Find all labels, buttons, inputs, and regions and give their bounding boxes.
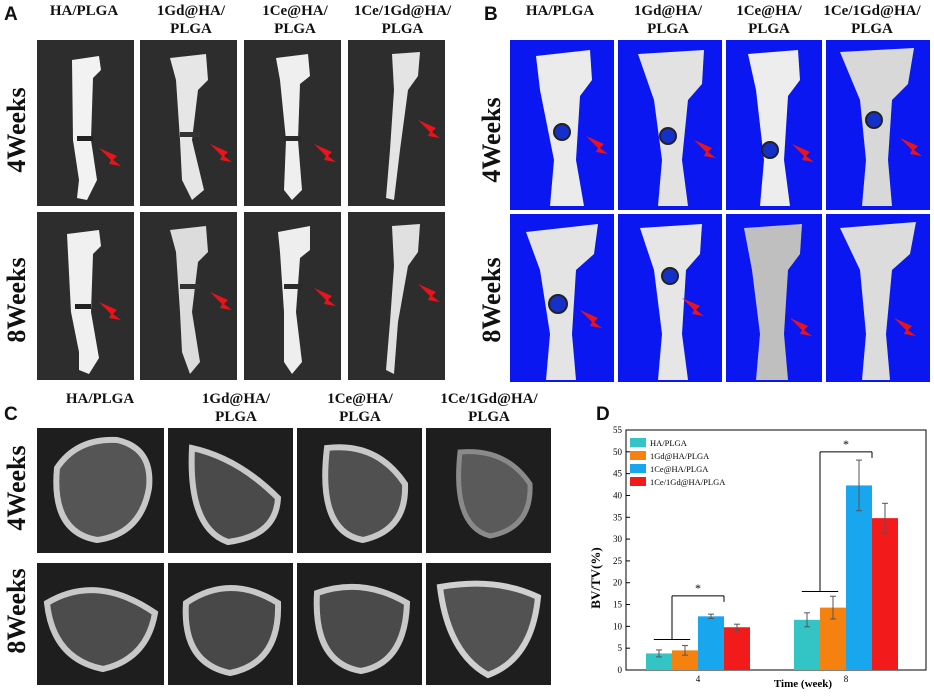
bar bbox=[846, 485, 872, 670]
y-tick-label: 40 bbox=[613, 490, 623, 500]
panel-c-column-label: 1Ce@HA/ PLGA bbox=[327, 391, 393, 425]
y-tick-label: 15 bbox=[613, 600, 623, 610]
legend-label: 1Ce/1Gd@HA/PLGA bbox=[650, 477, 726, 487]
bar bbox=[794, 619, 820, 670]
chart-bars: ** bbox=[646, 437, 898, 670]
bar bbox=[872, 518, 898, 670]
micro-ct-image-tile bbox=[826, 214, 930, 382]
mri-image-tile bbox=[140, 40, 237, 206]
mri-image-tile bbox=[37, 212, 134, 380]
panel-b-column-label: 1Gd@HA/ PLGA bbox=[633, 3, 703, 37]
micro-ct-image-tile bbox=[510, 40, 614, 210]
y-tick-label: 20 bbox=[613, 578, 623, 588]
cross-section-image-tile bbox=[297, 563, 422, 685]
plot-frame bbox=[625, 429, 927, 671]
mri-image-tile bbox=[348, 212, 445, 380]
panel-a-column-label: 1Gd@HA/ PLGA bbox=[156, 3, 226, 37]
y-tick-label: 5 bbox=[618, 643, 623, 653]
panel-b-row-label: 8Weeks bbox=[477, 257, 506, 343]
panel-a-column-label: 1Ce/1Gd@HA/ PLGA bbox=[353, 3, 452, 37]
x-tick-label: 8 bbox=[844, 674, 849, 684]
cross-section-image-tile bbox=[297, 428, 422, 553]
cross-section-image-tile bbox=[37, 563, 164, 685]
x-axis-label: Time (week) bbox=[774, 678, 832, 690]
bar bbox=[698, 616, 724, 670]
panel-b-column-label: 1Ce@HA/ PLGA bbox=[736, 3, 802, 37]
y-tick-label: 55 bbox=[613, 425, 623, 435]
legend-swatch bbox=[630, 477, 646, 486]
cross-section-image-tile bbox=[37, 428, 164, 553]
cross-section-image-tile bbox=[168, 428, 293, 553]
panel-c-column-label: HA/PLGA bbox=[65, 391, 135, 407]
y-axis-label: BV/TV(%) bbox=[588, 547, 603, 608]
panel-c-column-label: 1Ce/1Gd@HA/ PLGA bbox=[440, 391, 538, 425]
panel-letter-a: A bbox=[4, 4, 18, 25]
panel-b-row-label: 4Weeks bbox=[477, 97, 506, 183]
x-tick-label: 4 bbox=[696, 674, 701, 684]
panel-a-column-label: 1Ce@HA/ PLGA bbox=[262, 3, 328, 37]
micro-ct-image-tile bbox=[726, 214, 822, 382]
panel-a-row-label: 8Weeks bbox=[2, 257, 31, 343]
chart-axes: 0 5 10 15 20 25 30 35 40 45 50 55 4 8 bbox=[613, 425, 927, 684]
y-tick-label: 30 bbox=[613, 534, 623, 544]
legend-swatch bbox=[630, 464, 646, 473]
panel-a-column-label: HA/PLGA bbox=[49, 3, 119, 19]
legend-swatch bbox=[630, 438, 646, 447]
panel-letter-c: C bbox=[4, 404, 18, 425]
panel-b-column-label: HA/PLGA bbox=[525, 3, 595, 19]
micro-ct-image-tile bbox=[618, 214, 722, 382]
mri-image-tile bbox=[348, 40, 445, 206]
y-tick-label: 0 bbox=[618, 665, 623, 675]
significance-marker: * bbox=[695, 581, 701, 595]
bv-tv-bar-chart: 0 5 10 15 20 25 30 35 40 45 50 55 4 8 * * HA/PLGA 1Gd@H… bbox=[578, 400, 934, 691]
mri-image-tile bbox=[37, 40, 134, 206]
panel-c-column-label: 1Gd@HA/ PLGA bbox=[201, 391, 271, 425]
cross-section-image-tile bbox=[168, 563, 293, 685]
chart-legend: HA/PLGA 1Gd@HA/PLGA 1Ce@HA/PLGA 1Ce/1Gd@HA/… bbox=[630, 438, 726, 487]
panel-a-row-label: 4Weeks bbox=[2, 87, 31, 173]
bar bbox=[646, 653, 672, 670]
y-tick-label: 35 bbox=[613, 512, 623, 522]
mri-image-tile bbox=[244, 40, 341, 206]
micro-ct-image-tile bbox=[826, 40, 930, 210]
legend-label: 1Gd@HA/PLGA bbox=[650, 451, 710, 461]
mri-image-tile bbox=[140, 212, 237, 380]
micro-ct-image-tile bbox=[726, 40, 822, 210]
y-tick-label: 50 bbox=[613, 447, 623, 457]
legend-label: HA/PLGA bbox=[650, 438, 688, 448]
micro-ct-image-tile bbox=[618, 40, 722, 210]
bar bbox=[724, 627, 750, 670]
y-tick-label: 10 bbox=[613, 621, 623, 631]
legend-label: 1Ce@HA/PLGA bbox=[650, 464, 709, 474]
bar bbox=[672, 650, 698, 670]
panel-letter-d: D bbox=[596, 404, 610, 425]
panel-b-column-label: 1Ce/1Gd@HA/ PLGA bbox=[823, 3, 921, 37]
micro-ct-image-tile bbox=[510, 214, 614, 382]
legend-swatch bbox=[630, 451, 646, 460]
significance-marker: * bbox=[843, 437, 849, 451]
y-tick-label: 25 bbox=[613, 556, 623, 566]
y-tick-label: 45 bbox=[613, 469, 623, 479]
cross-section-image-tile bbox=[426, 563, 551, 685]
panel-c-row-label: 4Weeks bbox=[2, 445, 31, 531]
panel-c-row-label: 8Weeks bbox=[2, 568, 31, 654]
panel-letter-b: B bbox=[484, 4, 498, 25]
mri-image-tile bbox=[244, 212, 341, 380]
cross-section-image-tile bbox=[426, 428, 551, 553]
